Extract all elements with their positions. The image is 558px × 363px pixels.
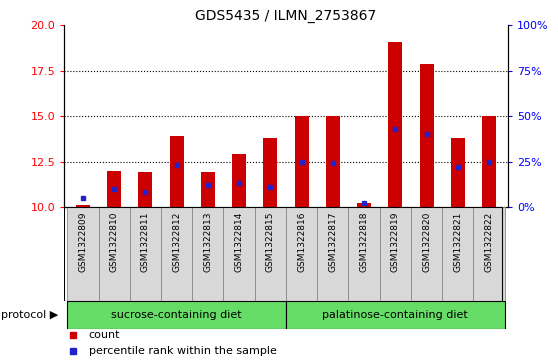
Bar: [138, 172, 152, 207]
Bar: [326, 116, 340, 207]
Text: GSM1322814: GSM1322814: [234, 212, 244, 272]
Bar: [201, 172, 215, 207]
FancyBboxPatch shape: [286, 207, 317, 301]
FancyBboxPatch shape: [255, 207, 286, 301]
Text: GSM1322812: GSM1322812: [172, 212, 181, 272]
Text: sucrose-containing diet: sucrose-containing diet: [112, 310, 242, 320]
FancyBboxPatch shape: [99, 207, 130, 301]
Text: GSM1322818: GSM1322818: [359, 212, 369, 272]
Text: GSM1322819: GSM1322819: [391, 212, 400, 272]
Text: GSM1322810: GSM1322810: [110, 212, 119, 272]
Text: palatinose-containing diet: palatinose-containing diet: [323, 310, 468, 320]
Bar: [263, 138, 277, 207]
FancyBboxPatch shape: [348, 207, 379, 301]
FancyBboxPatch shape: [161, 207, 193, 301]
Bar: [420, 64, 434, 207]
FancyBboxPatch shape: [411, 207, 442, 301]
Text: percentile rank within the sample: percentile rank within the sample: [89, 346, 276, 356]
Bar: [295, 116, 309, 207]
Text: GSM1322815: GSM1322815: [266, 212, 275, 272]
FancyBboxPatch shape: [224, 207, 255, 301]
Text: GSM1322809: GSM1322809: [79, 212, 88, 272]
Bar: [170, 136, 184, 207]
Text: GSM1322816: GSM1322816: [297, 212, 306, 272]
Text: GSM1322821: GSM1322821: [453, 212, 462, 272]
Text: GSM1322813: GSM1322813: [203, 212, 213, 272]
Bar: [451, 138, 465, 207]
FancyBboxPatch shape: [379, 207, 411, 301]
Title: GDS5435 / ILMN_2753867: GDS5435 / ILMN_2753867: [195, 9, 377, 23]
Text: GSM1322820: GSM1322820: [422, 212, 431, 272]
FancyBboxPatch shape: [193, 207, 224, 301]
Text: count: count: [89, 330, 120, 340]
Text: GSM1322822: GSM1322822: [484, 212, 493, 272]
Text: GSM1322817: GSM1322817: [328, 212, 338, 272]
FancyBboxPatch shape: [68, 207, 99, 301]
FancyBboxPatch shape: [317, 207, 348, 301]
Text: GSM1322811: GSM1322811: [141, 212, 150, 272]
Bar: [76, 205, 90, 207]
FancyBboxPatch shape: [286, 301, 504, 329]
Bar: [482, 116, 496, 207]
FancyBboxPatch shape: [473, 207, 504, 301]
Bar: [388, 42, 402, 207]
FancyBboxPatch shape: [442, 207, 473, 301]
Bar: [232, 154, 246, 207]
Bar: [357, 203, 371, 207]
Bar: [107, 171, 121, 207]
FancyBboxPatch shape: [68, 301, 286, 329]
FancyBboxPatch shape: [130, 207, 161, 301]
Text: protocol ▶: protocol ▶: [1, 310, 59, 320]
